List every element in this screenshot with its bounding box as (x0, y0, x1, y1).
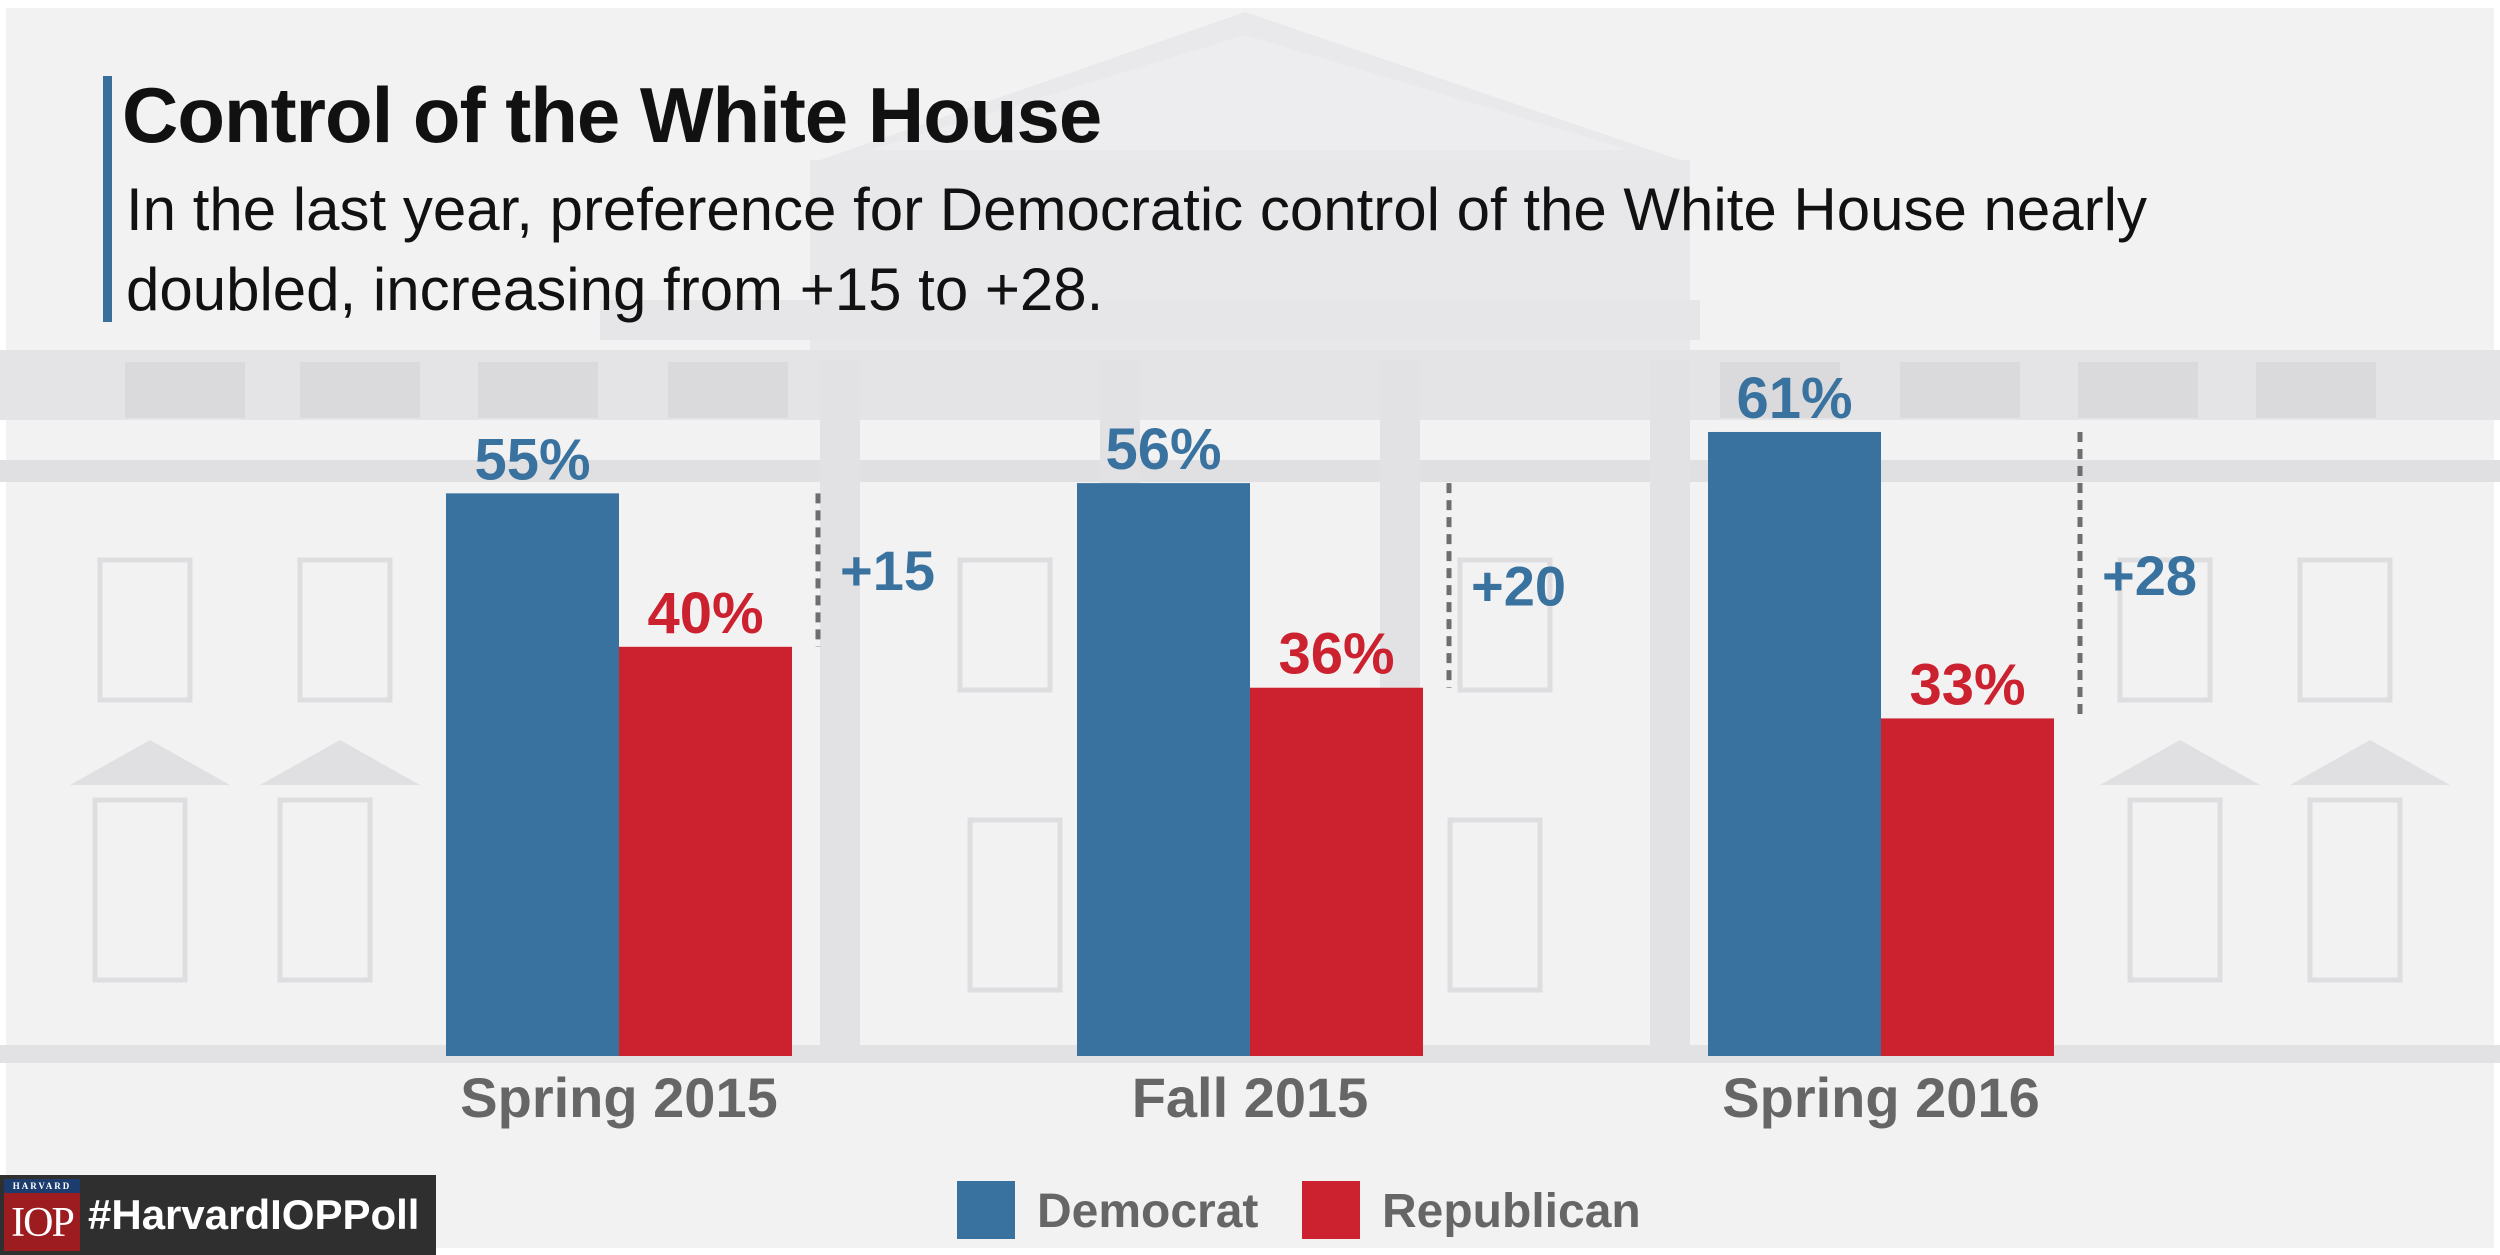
republican-value-label-3: 33% (1909, 652, 2025, 717)
x-axis-label-1: Spring 2015 (460, 1066, 777, 1129)
hashtag: #HarvardIOPPoll (88, 1191, 420, 1238)
legend-swatch-democrat (957, 1181, 1015, 1239)
republican-value-label-2: 36% (1278, 622, 1394, 687)
legend-label-democrat: Democrat (1037, 1185, 1258, 1238)
margin-label-3: +28 (2102, 544, 2197, 607)
democrat-value-label-3: 61% (1736, 366, 1852, 431)
harvard-iop-logo: HARVARD IOP (4, 1179, 80, 1251)
chart-subtitle: In the last year, preference for Democra… (126, 176, 2147, 323)
logo-text: IOP (11, 1200, 75, 1246)
republican-bar-3 (1881, 718, 2054, 1056)
margin-label-1: +15 (840, 539, 935, 602)
legend-swatch-republican (1302, 1181, 1360, 1239)
republican-value-label-1: 40% (647, 581, 763, 646)
democrat-bar-3 (1708, 431, 1881, 1057)
democrat-value-label-2: 56% (1105, 417, 1221, 482)
democrat-value-label-1: 55% (474, 427, 590, 492)
democrat-bar-2 (1077, 483, 1250, 1056)
title-accent-bar (103, 76, 112, 322)
republican-bar-2 (1250, 687, 1423, 1056)
legend-label-republican: Republican (1382, 1185, 1641, 1238)
margin-label-2: +20 (1471, 554, 1566, 617)
chart-title: Control of the White House (122, 71, 1102, 159)
republican-bar-1 (619, 646, 792, 1056)
brand-badge: HARVARD IOP #HarvardIOPPoll (0, 1175, 436, 1255)
x-axis-label-2: Fall 2015 (1132, 1066, 1369, 1129)
logo-top-text: HARVARD (4, 1179, 80, 1193)
democrat-bar-1 (446, 493, 619, 1057)
x-axis-label-3: Spring 2016 (1722, 1066, 2039, 1129)
